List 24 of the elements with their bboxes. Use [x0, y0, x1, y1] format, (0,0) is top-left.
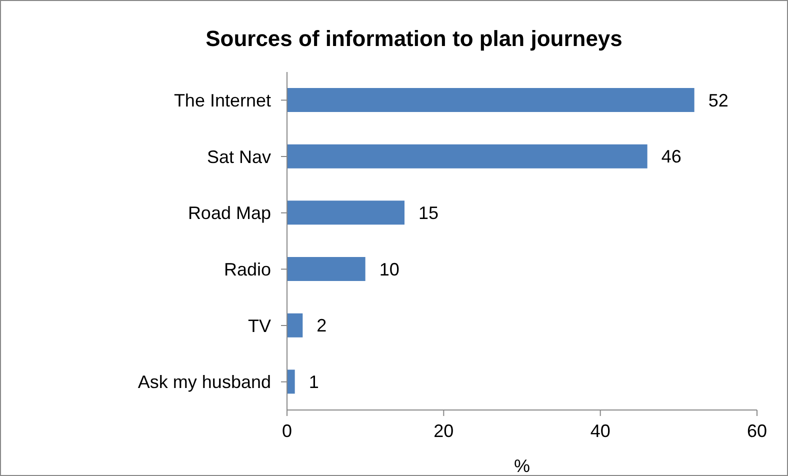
y-tick-label: TV	[248, 316, 271, 336]
y-tick-label: Radio	[224, 260, 271, 280]
x-tick-label: 60	[746, 420, 768, 441]
data-label: 10	[379, 259, 400, 280]
bar	[287, 200, 404, 225]
y-tick-label: The Internet	[174, 90, 271, 111]
x-tick-label: 0	[282, 420, 292, 441]
y-tick-label: Ask my husband	[138, 372, 271, 392]
data-label: 52	[708, 90, 728, 110]
x-tick-label: 20	[434, 420, 454, 441]
chart-title: Sources of information to plan journeys	[206, 26, 622, 51]
bar	[287, 370, 295, 394]
bar	[287, 88, 694, 112]
x-tick-label: 40	[590, 420, 610, 441]
bar	[287, 257, 366, 281]
y-tick-label: Road Map	[188, 203, 271, 224]
bar	[287, 313, 303, 338]
y-tick-label: Sat Nav	[206, 146, 271, 167]
data-label: 2	[316, 316, 327, 336]
data-label: 1	[308, 372, 319, 392]
data-label: 46	[661, 146, 682, 167]
data-label: 15	[418, 203, 439, 224]
bar	[287, 144, 648, 168]
x-axis-title: %	[514, 456, 530, 476]
